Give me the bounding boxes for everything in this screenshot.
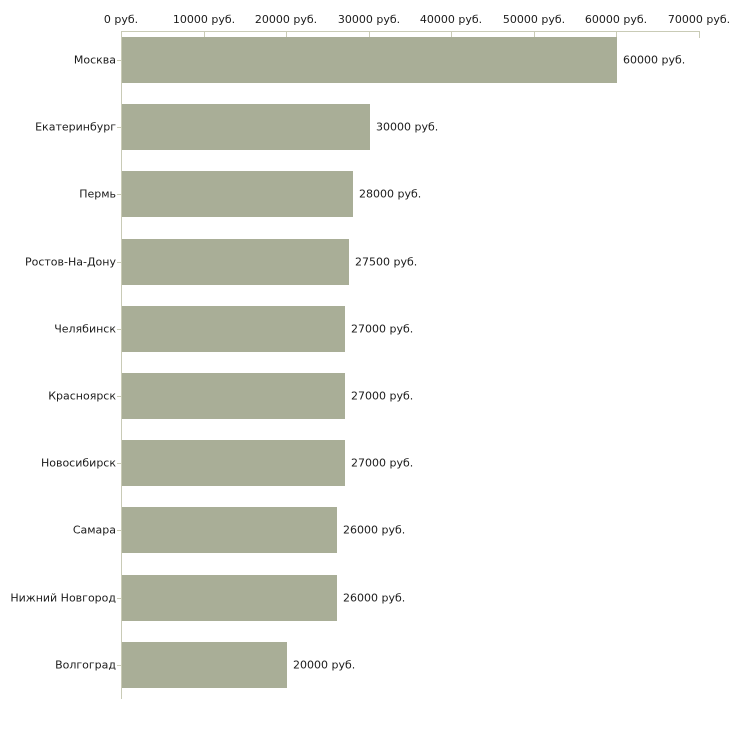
value-label: 28000 руб. (359, 187, 422, 201)
category-label: Челябинск (54, 322, 116, 336)
x-axis-tick-label: 10000 руб. (172, 13, 236, 26)
y-axis-tick (117, 396, 121, 397)
x-axis-tick-label: 0 руб. (103, 13, 139, 26)
y-axis-tick (117, 60, 121, 61)
value-label: 20000 руб. (293, 658, 356, 672)
category-label: Новосибирск (40, 456, 116, 470)
salary-bar (122, 575, 337, 621)
x-axis-tick (699, 32, 700, 38)
x-axis-tick (204, 32, 205, 38)
y-axis-tick (117, 262, 121, 263)
x-axis-tick (286, 32, 287, 38)
salary-bar (122, 440, 345, 486)
y-axis-tick (117, 598, 121, 599)
salary-bar (122, 104, 370, 150)
x-axis-tick (534, 32, 535, 38)
x-axis-tick-label: 50000 руб. (502, 13, 566, 26)
y-axis-line (121, 31, 122, 699)
category-label: Москва (73, 53, 116, 67)
category-label: Самара (72, 523, 116, 537)
x-axis-tick (451, 32, 452, 38)
category-label: Екатеринбург (35, 120, 116, 134)
y-axis-tick (117, 530, 121, 531)
x-axis-line (121, 31, 700, 32)
x-axis-tick-label: 20000 руб. (254, 13, 318, 26)
y-axis-tick (117, 194, 121, 195)
category-label: Красноярск (48, 389, 116, 403)
salary-bar (122, 171, 353, 217)
value-label: 27000 руб. (351, 456, 414, 470)
value-label: 26000 руб. (343, 591, 406, 605)
category-label: Нижний Новгород (10, 591, 116, 605)
x-axis-tick-label: 60000 руб. (584, 13, 648, 26)
x-axis-tick (616, 32, 617, 38)
category-label: Волгоград (55, 658, 116, 672)
x-axis-tick-label: 40000 руб. (419, 13, 483, 26)
value-label: 27000 руб. (351, 322, 414, 336)
salary-bar (122, 642, 287, 688)
salary-bar (122, 239, 349, 285)
salary-bar (122, 373, 345, 419)
y-axis-tick (117, 463, 121, 464)
salary-bar (122, 37, 617, 83)
value-label: 27000 руб. (351, 389, 414, 403)
x-axis-tick (121, 32, 122, 38)
y-axis-tick (117, 127, 121, 128)
salary-bar (122, 507, 337, 553)
x-axis-tick (369, 32, 370, 38)
value-label: 30000 руб. (376, 120, 439, 134)
salary-bar (122, 306, 345, 352)
x-axis-tick-label: 70000 руб. (667, 13, 730, 26)
value-label: 27500 руб. (355, 255, 418, 269)
category-label: Пермь (79, 187, 116, 201)
x-axis-tick-label: 30000 руб. (337, 13, 401, 26)
value-label: 26000 руб. (343, 523, 406, 537)
value-label: 60000 руб. (623, 53, 686, 67)
y-axis-tick (117, 329, 121, 330)
y-axis-tick (117, 665, 121, 666)
category-label: Ростов-На-Дону (24, 255, 116, 269)
